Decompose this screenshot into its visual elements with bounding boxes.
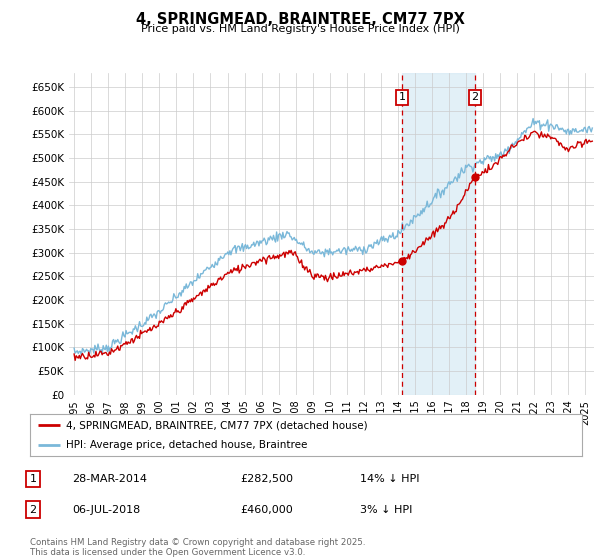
Text: Contains HM Land Registry data © Crown copyright and database right 2025.
This d: Contains HM Land Registry data © Crown c…: [30, 538, 365, 557]
Text: 28-MAR-2014: 28-MAR-2014: [72, 474, 147, 484]
Text: £282,500: £282,500: [240, 474, 293, 484]
Text: 2: 2: [471, 92, 478, 102]
Text: Price paid vs. HM Land Registry's House Price Index (HPI): Price paid vs. HM Land Registry's House …: [140, 24, 460, 34]
Text: 3% ↓ HPI: 3% ↓ HPI: [360, 505, 412, 515]
Text: 06-JUL-2018: 06-JUL-2018: [72, 505, 140, 515]
Bar: [402, 73, 475, 395]
Text: 14% ↓ HPI: 14% ↓ HPI: [360, 474, 419, 484]
Text: 4, SPRINGMEAD, BRAINTREE, CM77 7PX (detached house): 4, SPRINGMEAD, BRAINTREE, CM77 7PX (deta…: [66, 421, 368, 430]
Text: 1: 1: [29, 474, 37, 484]
Text: 1: 1: [398, 92, 406, 102]
Text: £460,000: £460,000: [240, 505, 293, 515]
Text: 4, SPRINGMEAD, BRAINTREE, CM77 7PX: 4, SPRINGMEAD, BRAINTREE, CM77 7PX: [136, 12, 464, 27]
Text: 2: 2: [29, 505, 37, 515]
Text: HPI: Average price, detached house, Braintree: HPI: Average price, detached house, Brai…: [66, 441, 307, 450]
